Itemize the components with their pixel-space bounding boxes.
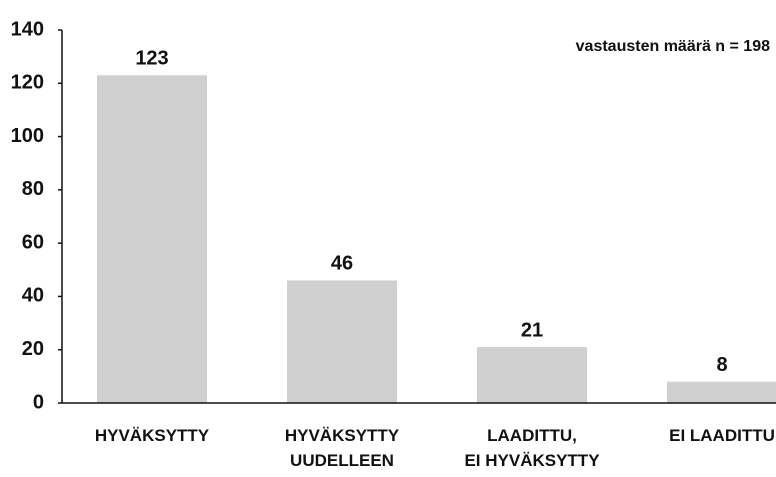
bar <box>477 347 587 403</box>
y-tick-label: 100 <box>11 125 44 147</box>
y-tick-label: 40 <box>22 285 44 307</box>
y-tick-label: 20 <box>22 338 44 360</box>
bar <box>97 75 207 404</box>
annotation: vastausten määrä n = 198 <box>576 38 770 55</box>
y-tick-label: 120 <box>11 72 44 94</box>
y-tick-label: 140 <box>11 18 44 40</box>
x-tick-label: HYVÄKSYTTY UUDELLEEN <box>285 426 400 470</box>
bar <box>667 381 776 403</box>
x-tick-label: EI LAADITTU <box>669 426 775 445</box>
x-tick-label: LAADITTU, EI HYVÄKSYTTY <box>464 426 600 470</box>
value-label: 21 <box>521 319 543 341</box>
y-tick-label: 60 <box>22 231 44 253</box>
value-label: 46 <box>331 253 353 275</box>
x-tick-label: HYVÄKSYTTY <box>95 426 210 445</box>
value-label: 123 <box>135 48 168 70</box>
value-label: 8 <box>716 354 727 376</box>
bar <box>287 280 397 403</box>
y-tick-label: 80 <box>22 178 44 200</box>
y-tick-label: 0 <box>33 391 44 413</box>
